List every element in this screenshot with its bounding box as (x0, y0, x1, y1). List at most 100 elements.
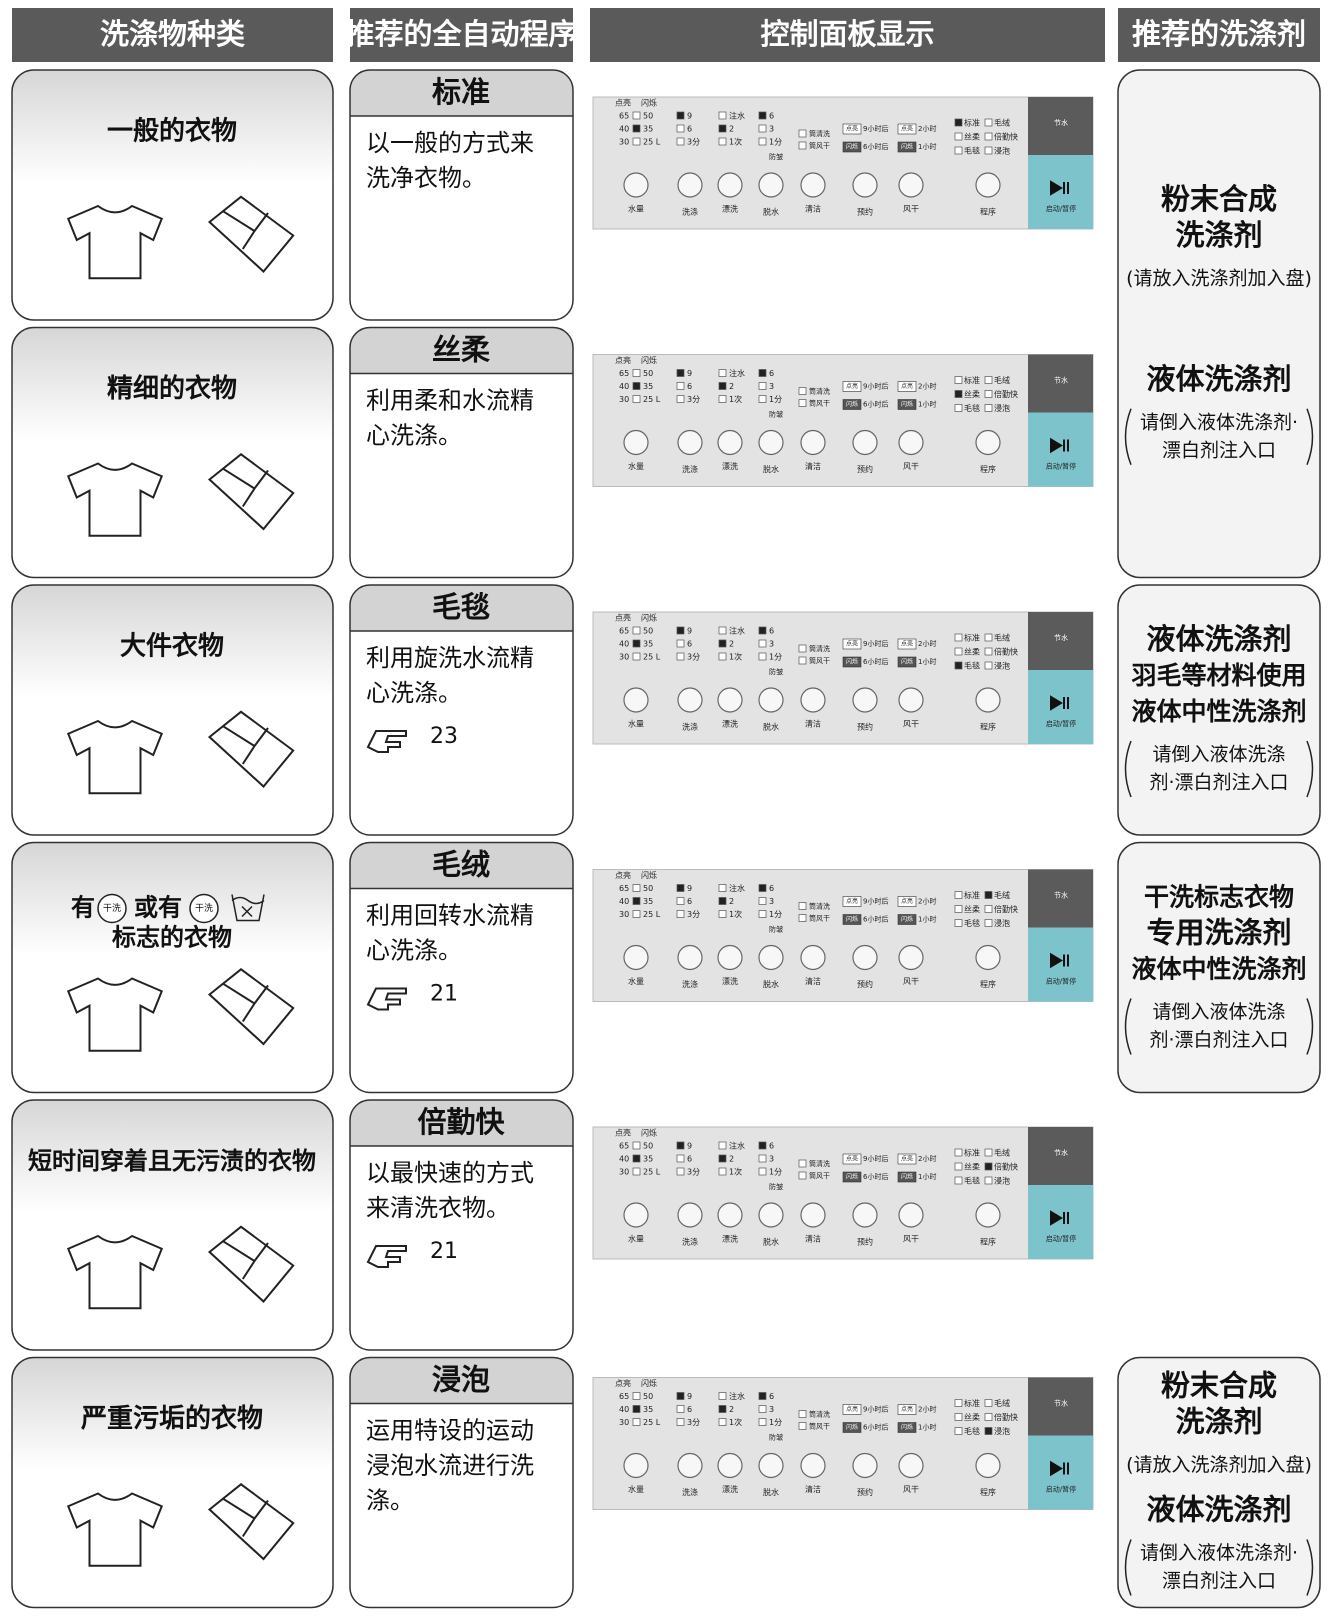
detergent-note: 请倒入液体洗涤 (1152, 744, 1285, 766)
panel-start (1028, 412, 1093, 487)
panel-label: 浸泡 (994, 1176, 1010, 1186)
panel-label: 预约 (857, 464, 873, 474)
detergent-note: 请倒入液体洗涤剂· (1140, 411, 1298, 433)
panel-label: 3 (769, 1155, 774, 1164)
panel-label: 点亮 (615, 355, 631, 365)
panel-tag-box (842, 896, 862, 907)
detergent-name: 粉末合成 (1161, 1369, 1277, 1403)
panel-label: 3 (769, 382, 774, 391)
panel-label: 30 (619, 395, 629, 404)
program-band (350, 1122, 573, 1146)
panel-label: 25 L (643, 138, 661, 147)
panel-tag-box (897, 638, 917, 650)
panel-indicator (984, 146, 993, 155)
panel-tag-box (897, 123, 917, 135)
panel-label: 1分 (769, 653, 782, 662)
panel-indicator (676, 395, 685, 403)
panel-indicator (718, 910, 727, 918)
panel-label: 1分 (769, 1418, 782, 1427)
panel-label: 闪烁 (846, 400, 858, 408)
panel-label: 闪烁 (641, 355, 657, 365)
panel-label: 点亮 (901, 125, 913, 133)
panel-label: 毛毯 (964, 661, 980, 671)
panel-indicator (632, 1405, 641, 1413)
detergent-name: 液体洗涤剂 (1146, 1493, 1291, 1527)
panel-label: 6 (769, 627, 774, 636)
item-cell (11, 1356, 334, 1609)
panel-label: 3分 (687, 395, 700, 404)
panel-button (677, 172, 703, 198)
panel-label: 节水 (1054, 1148, 1068, 1157)
panel-indicator (798, 644, 807, 653)
panel-indicator (984, 118, 993, 127)
panel-label: 筒清洗 (809, 644, 830, 653)
panel-label: 点亮 (846, 1155, 858, 1163)
panel-label: 毛绒 (994, 375, 1010, 385)
panel-label: 预约 (857, 207, 873, 217)
panel-indicator (758, 1154, 767, 1163)
panel-indicator (954, 633, 963, 642)
panel-label: 水量 (628, 719, 644, 729)
panel-button (898, 944, 924, 971)
panel-label: 9小时后 (863, 124, 888, 133)
panel-indicator (718, 137, 727, 146)
panel-indicator (984, 132, 993, 141)
panel-indicator (954, 1162, 963, 1171)
panel-label: 漂洗 (722, 976, 738, 986)
panel-indicator (798, 1159, 807, 1168)
panel-label: 9 (687, 112, 692, 121)
panel-label: 脱水 (763, 464, 779, 474)
clothes-illustration (66, 1234, 164, 1310)
panel-button (975, 172, 1001, 198)
panel-button (975, 429, 1001, 456)
panel-button (898, 687, 924, 713)
detergent-note: 请倒入液体洗涤 (1152, 1001, 1285, 1023)
panel-label: 防皱 (769, 152, 783, 161)
panel-label: 闪烁 (641, 98, 657, 108)
panel-label: 点亮 (846, 382, 858, 390)
panel-label: 35 (643, 1155, 653, 1164)
panel-tag-box (842, 399, 862, 410)
panel-indicator (758, 395, 767, 403)
program-description: 洗净衣物。 (366, 164, 486, 192)
panel-indicator (954, 132, 963, 141)
panel-indicator (984, 376, 993, 384)
panel-start (1028, 1435, 1093, 1510)
panel-indicator (676, 1154, 685, 1163)
panel-label: 漂洗 (722, 461, 738, 471)
panel-label: 洗涤 (682, 464, 698, 474)
panel-indicator (632, 1167, 641, 1176)
panel-indicator (954, 919, 963, 927)
header-cell (590, 8, 1105, 62)
detergent-name: 粉末合成 (1161, 182, 1277, 216)
panel-button (758, 944, 784, 971)
panel-indicator (632, 1392, 641, 1400)
panel-label: 程序 (980, 464, 996, 474)
panel-label: 9 (687, 1392, 692, 1401)
panel-label: 浸泡 (994, 1426, 1010, 1436)
panel-indicator (984, 1176, 993, 1185)
panel-indicator (758, 639, 767, 648)
program-description: 利用回转水流精 (366, 902, 534, 930)
panel-button (898, 429, 924, 456)
panel-indicator (984, 390, 993, 398)
panel-label: 筒风干 (809, 141, 830, 150)
panel-label: 洗涤 (682, 722, 698, 732)
panel-label: 注水 (729, 1141, 745, 1151)
panel-label: 防皱 (769, 1182, 783, 1191)
panel-indicator (798, 914, 807, 922)
item-cell (11, 326, 334, 579)
panel-label: 闪烁 (846, 143, 858, 151)
panel-label: 65 (619, 1142, 629, 1151)
clothes-illustration (207, 968, 295, 1046)
panel-label: 风干 (903, 205, 919, 214)
panel-label: 丝柔 (964, 1412, 980, 1422)
panel-label: 毛毯 (964, 403, 980, 413)
panel-tag-box (842, 1404, 862, 1415)
panel-label: 30 (619, 1168, 629, 1177)
panel-label: 30 (619, 910, 629, 919)
item-name: 有 (71, 894, 95, 922)
panel-label: 洗涤 (682, 979, 698, 989)
panel-label: 防皱 (769, 667, 783, 676)
